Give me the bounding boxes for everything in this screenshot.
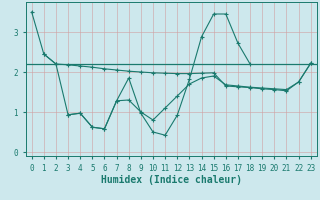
X-axis label: Humidex (Indice chaleur): Humidex (Indice chaleur) [101, 175, 242, 185]
